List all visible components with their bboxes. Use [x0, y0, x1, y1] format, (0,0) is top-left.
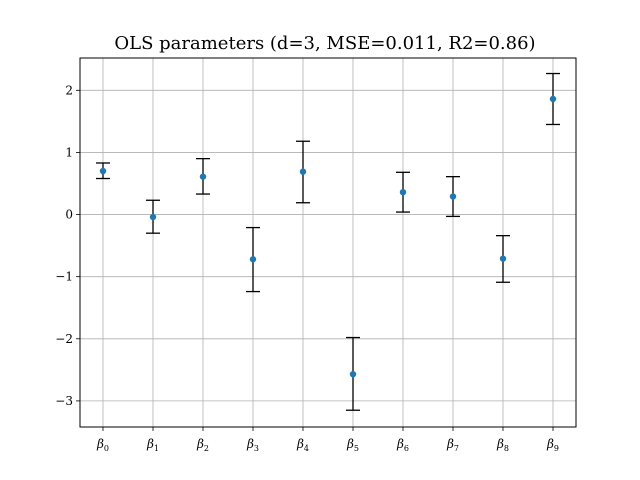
- x-tick-label: β9: [546, 437, 559, 453]
- x-tick-label-subscript: 5: [354, 444, 359, 453]
- plot-frame: [79, 57, 577, 428]
- data-point: [299, 168, 307, 175]
- x-tick-label: β6: [396, 437, 409, 453]
- x-axis-ticks: β0 β1 β2 β3 β4 β5 β6 β7 β8 β9: [96, 427, 559, 453]
- data-point: [149, 213, 157, 221]
- x-tick-label-subscript: 1: [154, 444, 159, 453]
- y-tick-label: −2: [55, 332, 73, 346]
- x-tick-label: β5: [346, 437, 359, 453]
- data-point: [349, 370, 357, 378]
- grid: [80, 58, 576, 427]
- data-points: [99, 95, 557, 378]
- y-tick-label: 1: [65, 145, 73, 159]
- x-tick-label: β8: [496, 437, 509, 453]
- y-tick-label: −1: [55, 270, 73, 284]
- y-tick-label: 0: [65, 208, 73, 222]
- x-tick-label: β7: [446, 437, 459, 453]
- x-tick-label-subscript: 9: [554, 444, 559, 453]
- data-point: [399, 188, 407, 196]
- y-axis-ticks: −3 −2 −1 0 1 2: [55, 83, 80, 408]
- data-point: [549, 95, 557, 103]
- x-tick-label: β0: [96, 437, 109, 453]
- x-tick-label-subscript: 6: [404, 444, 409, 453]
- data-point: [449, 193, 457, 200]
- x-tick-label-subscript: 2: [204, 444, 209, 453]
- x-tick-label-subscript: 8: [504, 444, 509, 453]
- x-tick-label-subscript: 3: [254, 444, 259, 453]
- x-tick-label: β2: [196, 437, 209, 453]
- error-bars: [96, 72, 560, 411]
- x-tick-label: β3: [246, 437, 259, 453]
- x-tick-label: β4: [296, 437, 309, 453]
- data-point: [199, 173, 207, 180]
- y-tick-label: −3: [55, 394, 73, 408]
- data-point: [499, 255, 507, 262]
- x-tick-label: β1: [146, 437, 159, 453]
- data-point: [249, 256, 257, 263]
- data-point: [99, 167, 107, 175]
- x-tick-label-subscript: 0: [104, 444, 109, 453]
- chart-title: OLS parameters (d=3, MSE=0.011, R2=0.86): [114, 33, 535, 54]
- x-tick-label-subscript: 4: [304, 444, 309, 453]
- y-tick-label: 2: [65, 83, 73, 97]
- x-tick-label-subscript: 7: [454, 444, 459, 453]
